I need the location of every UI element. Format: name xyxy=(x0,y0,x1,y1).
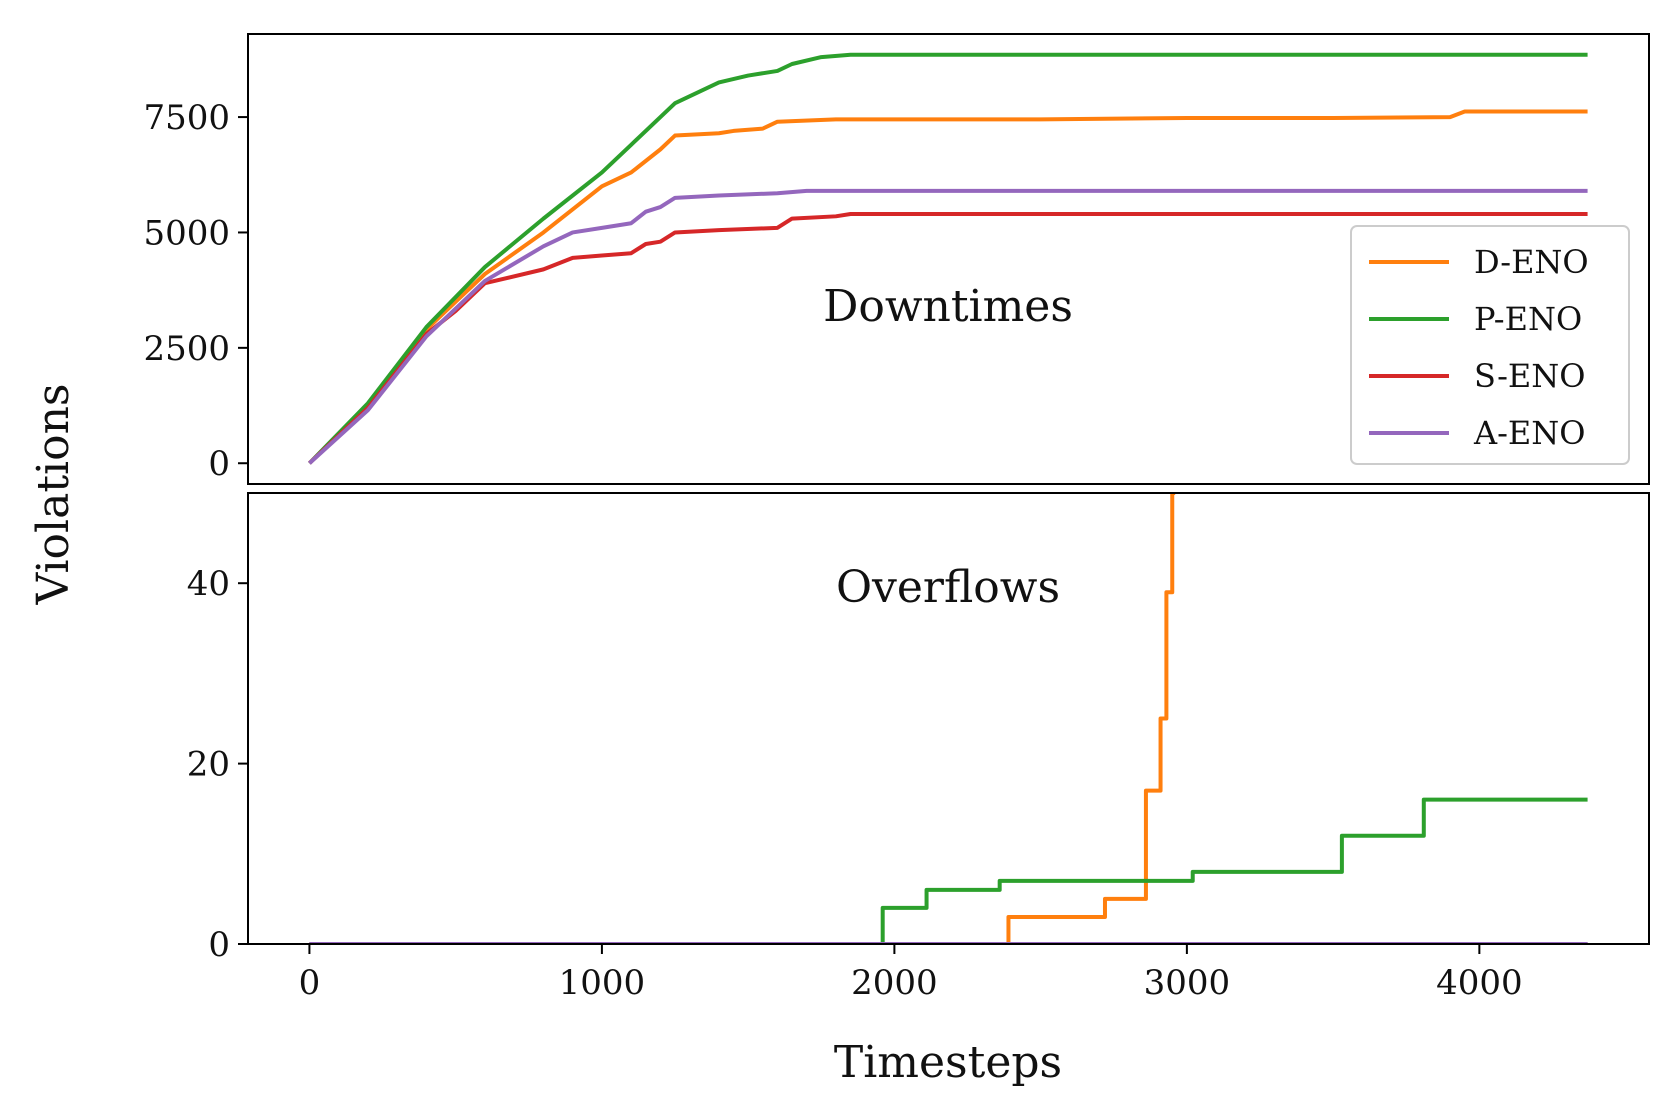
x-tick-label: 4000 xyxy=(1436,963,1523,1003)
overflows-y-ticks: 0 20 40 xyxy=(187,564,248,965)
series-line-d-eno xyxy=(309,493,1176,944)
legend-label-s-eno: S-ENO xyxy=(1474,357,1586,395)
legend-box xyxy=(1350,225,1630,465)
y-tick-label: 5000 xyxy=(143,213,230,253)
x-axis-ticks: 0 1000 2000 3000 4000 xyxy=(299,944,1523,1003)
downtimes-y-ticks: 0 2500 5000 7500 xyxy=(143,98,248,484)
overflows-panel-title: Overflows xyxy=(836,562,1060,613)
downtimes-series-group xyxy=(307,52,1588,465)
series-line-a-eno xyxy=(308,188,1588,465)
y-tick-label: 0 xyxy=(208,444,230,484)
legend-label-p-eno: P-ENO xyxy=(1474,300,1582,338)
panel-overflows: 0 20 40 Overflows xyxy=(187,492,1650,965)
series-line-d-eno xyxy=(308,109,1588,465)
legend-items: D-ENO P-ENO S-ENO A-ENO xyxy=(1369,243,1589,452)
legend-label-d-eno: D-ENO xyxy=(1474,243,1589,281)
x-tick-label: 0 xyxy=(299,963,321,1003)
x-tick-label: 3000 xyxy=(1144,963,1231,1003)
downtimes-axes-frame xyxy=(247,33,1650,485)
y-tick-label: 2500 xyxy=(143,329,230,369)
y-axis-title: Violations xyxy=(28,383,79,605)
legend-label-a-eno: A-ENO xyxy=(1473,414,1586,452)
y-tick-label: 20 xyxy=(187,745,230,785)
series-line-p-eno xyxy=(307,52,1588,465)
y-tick-label: 40 xyxy=(187,564,230,604)
y-tick-label: 0 xyxy=(208,925,230,965)
overflows-series-group xyxy=(309,493,1588,944)
legend: D-ENO P-ENO S-ENO A-ENO xyxy=(1350,225,1630,465)
x-tick-label: 2000 xyxy=(851,963,938,1003)
downtimes-panel-title: Downtimes xyxy=(823,281,1073,332)
x-tick-label: 1000 xyxy=(559,963,646,1003)
overflows-axes-frame xyxy=(247,492,1650,945)
series-line-p-eno xyxy=(309,797,1588,944)
panel-downtimes: 0 2500 5000 7500 Downtimes xyxy=(143,33,1650,485)
x-axis-title: Timesteps xyxy=(834,1037,1062,1088)
y-tick-label: 7500 xyxy=(143,98,230,138)
